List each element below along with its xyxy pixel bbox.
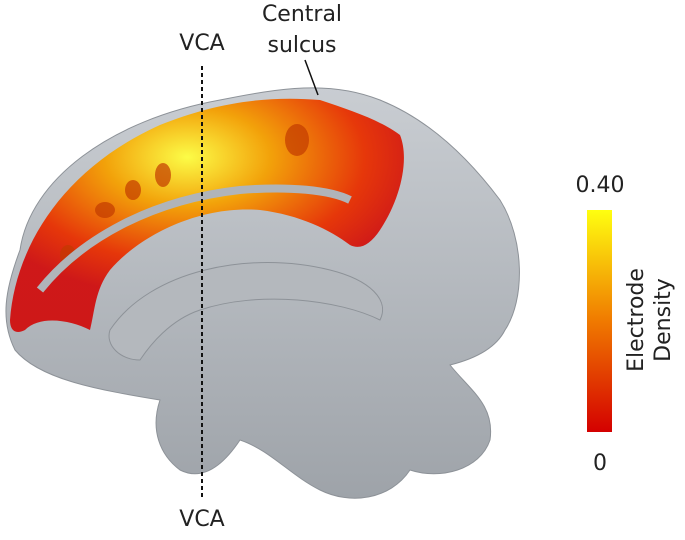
leader-line bbox=[304, 59, 319, 96]
central-sulcus-label: sulcus bbox=[267, 33, 336, 58]
inner-band-gap bbox=[36, 184, 352, 293]
corpus-callosum bbox=[108, 262, 383, 361]
colorbar-min-label: 0 bbox=[593, 451, 607, 476]
colorbar-title: Electrode bbox=[624, 268, 649, 372]
colorbar bbox=[587, 210, 612, 432]
colorbar-max-label: 0.40 bbox=[576, 173, 625, 198]
central-sulcus-label: Central bbox=[262, 2, 342, 27]
vca-bottom-label: VCA bbox=[179, 507, 224, 532]
heatmap bbox=[10, 98, 404, 332]
colorbar-title: Density bbox=[651, 278, 676, 362]
vca-top-label: VCA bbox=[179, 31, 224, 56]
